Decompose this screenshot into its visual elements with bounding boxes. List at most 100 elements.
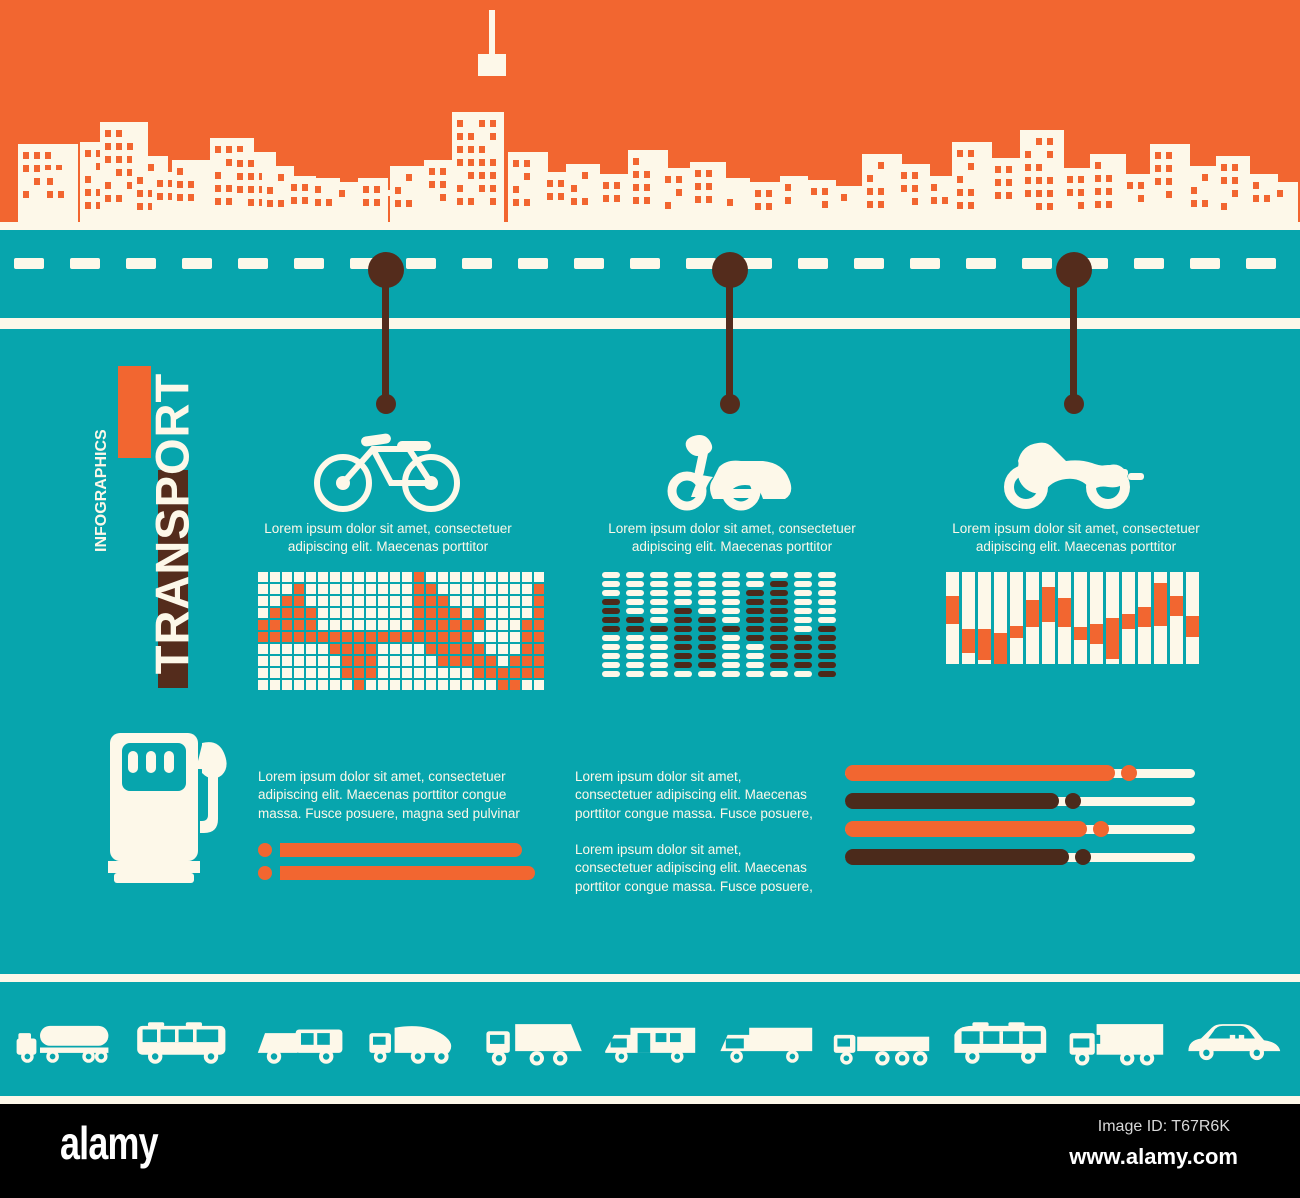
bar-segment <box>626 626 644 633</box>
progress-bar-row[interactable] <box>845 821 1195 837</box>
road-dash <box>14 258 44 269</box>
bar-segment <box>674 626 692 633</box>
bullet-dot <box>258 843 272 858</box>
matrix-cell <box>474 668 484 679</box>
matrix-cell <box>534 596 544 607</box>
matrix-cell <box>378 608 388 619</box>
progress-knob[interactable] <box>1092 821 1109 837</box>
matrix-cell <box>354 572 364 583</box>
matrix-cell <box>342 644 352 655</box>
matrix-cell <box>318 668 328 679</box>
matrix-cell <box>522 644 532 655</box>
matrix-cell <box>330 572 340 583</box>
bar-segment <box>650 626 668 633</box>
matrix-cell <box>426 644 436 655</box>
matrix-cell <box>390 608 400 619</box>
matrix-cell <box>282 680 292 691</box>
matrix-cell <box>366 584 376 595</box>
float-bar-segment <box>1058 597 1071 628</box>
bar-segment <box>626 572 644 579</box>
progress-knob[interactable] <box>1064 793 1081 809</box>
float-bar-segment <box>946 596 959 624</box>
building <box>1216 156 1250 222</box>
matrix-cell <box>414 668 424 679</box>
road-dash <box>1190 258 1220 269</box>
motorcycle-icon <box>946 420 1206 520</box>
bar-segment <box>746 599 764 606</box>
building <box>390 166 424 222</box>
bar-segment <box>818 671 836 678</box>
matrix-cell <box>270 668 280 679</box>
bus-icon <box>125 982 243 1104</box>
bar-segment <box>770 644 788 651</box>
bar-segment <box>626 590 644 597</box>
road-dash <box>182 258 212 269</box>
progress-knob[interactable] <box>1075 849 1091 865</box>
bar-segment <box>818 608 836 615</box>
progress-bar-row[interactable] <box>845 849 1195 865</box>
matrix-cell <box>258 632 268 643</box>
matrix-cell <box>438 632 448 643</box>
road-dash <box>574 258 604 269</box>
building <box>660 168 694 222</box>
bar-segment <box>650 635 668 642</box>
matrix-cell <box>498 668 508 679</box>
matrix-cell <box>462 596 472 607</box>
road-dash <box>1022 258 1052 269</box>
bar-segment <box>722 635 740 642</box>
matrix-cell <box>402 596 412 607</box>
matrix-cell <box>534 584 544 595</box>
matrix-cell <box>462 644 472 655</box>
progress-fill <box>845 765 1115 781</box>
matrix-cell <box>354 608 364 619</box>
matrix-cell <box>258 680 268 691</box>
matrix-cell <box>438 608 448 619</box>
bar-segment <box>674 653 692 660</box>
bar-segment <box>722 626 740 633</box>
matrix-cell <box>258 656 268 667</box>
building <box>862 154 902 222</box>
progress-bar-row[interactable] <box>845 765 1195 781</box>
matrix-cell <box>306 680 316 691</box>
bar-segment <box>674 617 692 624</box>
matrix-cell <box>270 572 280 583</box>
matrix-cell <box>306 644 316 655</box>
fuel-text-block: Lorem ipsum dolor sit amet, consectetuer… <box>258 768 538 889</box>
title-brown-bar <box>158 470 188 688</box>
bar-segment <box>794 653 812 660</box>
matrix-cell <box>534 608 544 619</box>
matrix-cell <box>498 596 508 607</box>
matrix-cell <box>378 668 388 679</box>
bar-segment <box>794 617 812 624</box>
matrix-cell <box>342 572 352 583</box>
matrix-cell <box>294 620 304 631</box>
building <box>334 182 360 222</box>
matrix-cell <box>294 680 304 691</box>
building <box>1272 182 1298 222</box>
matrix-cell <box>462 620 472 631</box>
matrix-cell <box>282 608 292 619</box>
bar-segment <box>602 599 620 606</box>
matrix-cell <box>522 680 532 691</box>
bar-segment <box>818 617 836 624</box>
matrix-cell <box>366 644 376 655</box>
matrix-cell <box>390 680 400 691</box>
matrix-cell <box>462 680 472 691</box>
matrix-cell <box>450 608 460 619</box>
matrix-cell <box>510 596 520 607</box>
progress-knob[interactable] <box>1120 765 1137 781</box>
title-block: TRANSPORT INFOGRAPHICS <box>93 360 290 688</box>
bar-segment <box>602 635 620 642</box>
matrix-cell <box>390 620 400 631</box>
progress-bars-group <box>845 765 1195 877</box>
bar-segment <box>794 635 812 642</box>
matrix-cell <box>390 572 400 583</box>
bar-segment <box>674 644 692 651</box>
bar-segment <box>722 608 740 615</box>
matrix-cell <box>486 596 496 607</box>
progress-bar-row[interactable] <box>845 793 1195 809</box>
matrix-cell <box>354 668 364 679</box>
road-dash <box>350 258 380 269</box>
bar-segment <box>674 671 692 678</box>
matrix-cell <box>402 668 412 679</box>
